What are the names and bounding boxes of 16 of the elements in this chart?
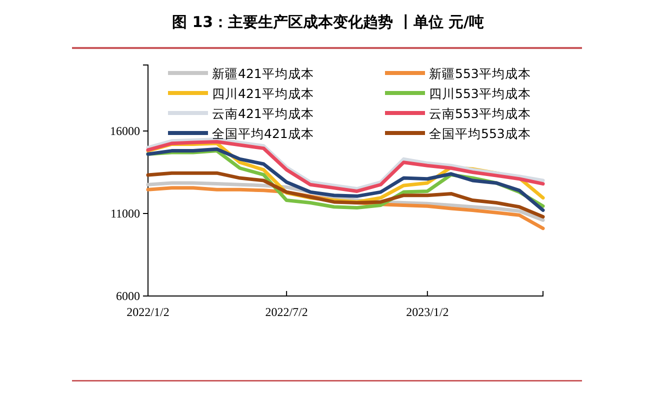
y-tick-label: 11000 <box>110 206 140 220</box>
line-series <box>146 171 545 219</box>
legend-label: 云南421平均成本 <box>212 106 314 121</box>
legend-label: 新疆421平均成本 <box>212 66 314 81</box>
legend-label: 四川421平均成本 <box>212 86 314 101</box>
x-tick-label: 2022/7/2 <box>265 304 308 319</box>
x-tick-label: 2022/1/2 <box>126 304 170 319</box>
chart-title: 图 13：主要生产区成本变化趋势 丨单位 元/吨 <box>172 13 484 31</box>
y-tick-label: 6000 <box>116 288 140 303</box>
legend-label: 新疆553平均成本 <box>429 66 531 81</box>
legend-label: 全国平均553成本 <box>429 126 531 141</box>
x-tick-label: 2023/1/2 <box>406 304 449 319</box>
y-tick-label: 16000 <box>110 124 140 138</box>
legend-label: 全国平均421成本 <box>212 126 314 141</box>
legend-label: 云南553平均成本 <box>429 106 531 121</box>
legend-label: 四川553平均成本 <box>429 86 531 101</box>
